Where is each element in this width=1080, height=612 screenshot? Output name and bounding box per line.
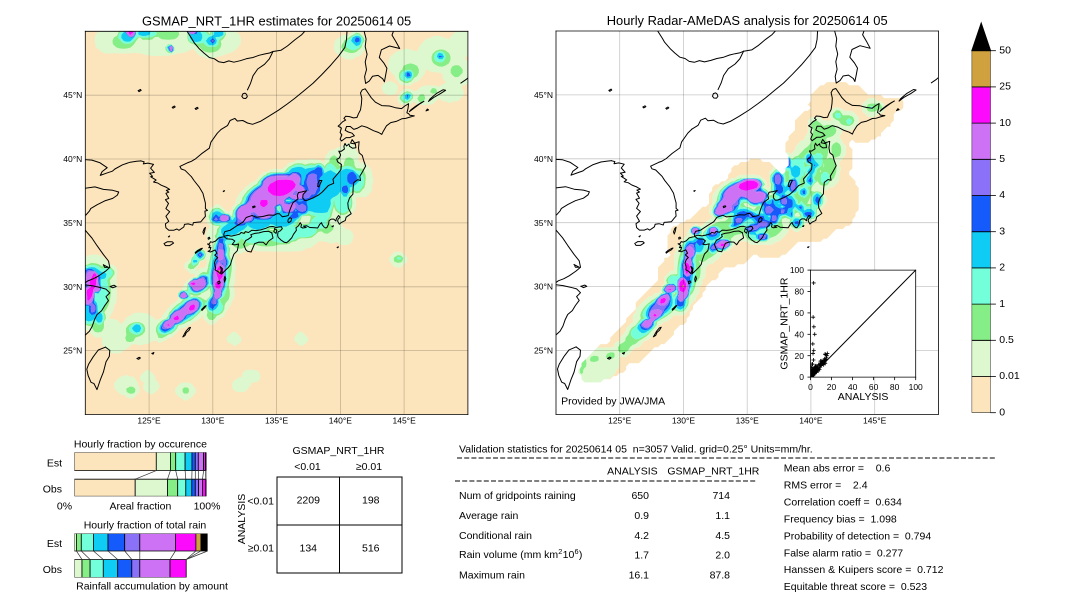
svg-text:40°N: 40°N xyxy=(63,154,82,164)
svg-text:10: 10 xyxy=(999,117,1011,129)
svg-text:25°N: 25°N xyxy=(534,346,553,356)
svg-text:0.01: 0.01 xyxy=(999,370,1020,382)
svg-text:GSMAP_NRT_1HR: GSMAP_NRT_1HR xyxy=(779,277,791,369)
svg-text:40: 40 xyxy=(795,329,805,339)
svg-text:Hourly Radar-AMeDAS analysis f: Hourly Radar-AMeDAS analysis for 2025061… xyxy=(607,13,888,28)
svg-text:140°E: 140°E xyxy=(799,416,823,426)
svg-text:GSMAP_NRT_1HR: GSMAP_NRT_1HR xyxy=(667,466,759,478)
svg-text:80: 80 xyxy=(795,287,805,297)
svg-text:1.1: 1.1 xyxy=(715,510,730,522)
svg-text:ANALYSIS: ANALYSIS xyxy=(607,466,658,478)
svg-text:Correlation coeff = 0.634: Correlation coeff = 0.634 xyxy=(784,496,902,508)
svg-text:Est: Est xyxy=(47,538,62,550)
svg-text:RMS error = 2.4: RMS error = 2.4 xyxy=(784,480,868,492)
svg-text:2.0: 2.0 xyxy=(715,550,730,562)
svg-text:<0.01: <0.01 xyxy=(294,461,321,473)
svg-text:Hanssen & Kuipers score = 0.7: Hanssen & Kuipers score = 0.712 xyxy=(784,564,944,576)
svg-text:0.5: 0.5 xyxy=(999,334,1014,346)
svg-text:Maximum rain: Maximum rain xyxy=(459,570,525,582)
svg-text:2209: 2209 xyxy=(297,495,321,507)
svg-text:134: 134 xyxy=(299,543,317,555)
svg-text:Hourly fraction of total rain: Hourly fraction of total rain xyxy=(84,520,207,532)
svg-text:≥0.01: ≥0.01 xyxy=(248,543,274,555)
svg-text:145°E: 145°E xyxy=(863,416,887,426)
svg-text:145°E: 145°E xyxy=(393,416,417,426)
svg-text:130°E: 130°E xyxy=(201,416,225,426)
svg-text:5: 5 xyxy=(999,153,1005,165)
svg-text:60: 60 xyxy=(795,308,805,318)
svg-text:198: 198 xyxy=(362,495,380,507)
svg-text:Obs: Obs xyxy=(43,564,62,576)
svg-text:Num of gridpoints raining: Num of gridpoints raining xyxy=(459,490,576,502)
svg-text:Validation statistics for 2025: Validation statistics for 20250614 05 n=… xyxy=(459,444,813,456)
svg-text:40°N: 40°N xyxy=(534,154,553,164)
svg-text:Est: Est xyxy=(47,458,62,470)
svg-text:140°E: 140°E xyxy=(329,416,353,426)
svg-text:100%: 100% xyxy=(194,501,221,513)
svg-text:125°E: 125°E xyxy=(137,416,161,426)
svg-text:0: 0 xyxy=(808,382,813,392)
svg-text:50: 50 xyxy=(999,44,1011,56)
svg-text:0: 0 xyxy=(799,372,804,382)
svg-text:60: 60 xyxy=(869,382,879,392)
svg-text:45°N: 45°N xyxy=(63,90,82,100)
svg-text:0.9: 0.9 xyxy=(634,510,649,522)
svg-text:Mean abs error = 0.6: Mean abs error = 0.6 xyxy=(784,463,891,475)
svg-text:3: 3 xyxy=(999,225,1005,237)
svg-text:2: 2 xyxy=(999,262,1005,274)
svg-text:516: 516 xyxy=(362,543,380,555)
svg-text:650: 650 xyxy=(631,490,649,502)
svg-text:30°N: 30°N xyxy=(534,282,553,292)
svg-text:4.5: 4.5 xyxy=(715,530,730,542)
svg-text:0%: 0% xyxy=(57,501,72,513)
svg-text:Frequency bias = 1.098: Frequency bias = 1.098 xyxy=(784,513,897,525)
svg-text:ANALYSIS: ANALYSIS xyxy=(838,391,889,403)
svg-text:40: 40 xyxy=(848,382,858,392)
svg-text:Rainfall accumulation by amoun: Rainfall accumulation by amount xyxy=(76,581,228,593)
svg-text:80: 80 xyxy=(890,382,900,392)
svg-text:20: 20 xyxy=(827,382,837,392)
svg-text:35°N: 35°N xyxy=(63,218,82,228)
svg-text:135°E: 135°E xyxy=(736,416,760,426)
svg-text:≥0.01: ≥0.01 xyxy=(356,461,382,473)
svg-text:<0.01: <0.01 xyxy=(247,496,274,508)
svg-text:0: 0 xyxy=(999,406,1005,418)
svg-text:GSMAP_NRT_1HR estimates for 20: GSMAP_NRT_1HR estimates for 20250614 05 xyxy=(142,13,411,28)
svg-text:Areal fraction: Areal fraction xyxy=(109,501,171,513)
svg-text:125°E: 125°E xyxy=(608,416,632,426)
svg-text:25: 25 xyxy=(999,81,1011,93)
svg-text:4: 4 xyxy=(999,189,1005,201)
svg-text:87.8: 87.8 xyxy=(710,570,731,582)
svg-text:False alarm ratio = 0.277: False alarm ratio = 0.277 xyxy=(784,547,904,559)
svg-text:Probability of detection = 0.: Probability of detection = 0.794 xyxy=(784,530,932,542)
svg-text:Conditional rain: Conditional rain xyxy=(459,530,532,542)
svg-text:714: 714 xyxy=(712,490,730,502)
svg-text:GSMAP_NRT_1HR: GSMAP_NRT_1HR xyxy=(293,445,385,457)
svg-text:Equitable threat score = 0.52: Equitable threat score = 0.523 xyxy=(784,581,927,593)
svg-text:45°N: 45°N xyxy=(534,90,553,100)
svg-text:Obs: Obs xyxy=(43,484,62,496)
svg-text:35°N: 35°N xyxy=(534,218,553,228)
svg-text:Hourly fraction by occurence: Hourly fraction by occurence xyxy=(74,439,207,451)
svg-text:ANALYSIS: ANALYSIS xyxy=(236,494,248,545)
svg-text:100: 100 xyxy=(790,265,804,275)
svg-text:20: 20 xyxy=(795,351,805,361)
svg-text:1: 1 xyxy=(999,298,1005,310)
svg-text:100: 100 xyxy=(909,382,923,392)
svg-text:16.1: 16.1 xyxy=(629,570,650,582)
svg-text:30°N: 30°N xyxy=(63,282,82,292)
svg-text:Provided by JWA/JMA: Provided by JWA/JMA xyxy=(561,396,665,408)
svg-text:130°E: 130°E xyxy=(672,416,696,426)
svg-text:25°N: 25°N xyxy=(63,346,82,356)
svg-text:4.2: 4.2 xyxy=(634,530,649,542)
svg-text:Average rain: Average rain xyxy=(459,510,519,522)
svg-text:R a i n: R a i n v o l u m e ( m m k m 1 0 ) 2 6 xyxy=(459,541,587,562)
svg-text:1.7: 1.7 xyxy=(634,550,649,562)
svg-text:135°E: 135°E xyxy=(265,416,289,426)
